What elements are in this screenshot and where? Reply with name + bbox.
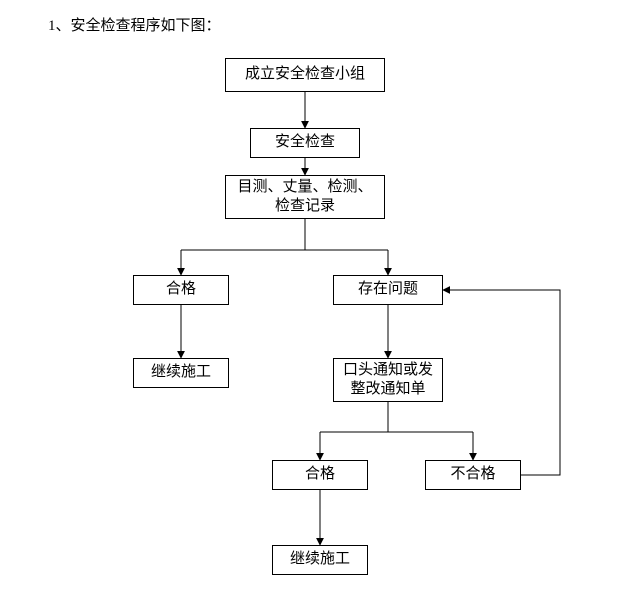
node-continue-1: 继续施工 [133,358,229,388]
edge-e8 [443,290,560,475]
flowchart-page: 1、安全检查程序如下图： 成立安全检查小组 安全检查 目测、丈量、检测、检查记录… [0,0,631,609]
node-qualified-2: 合格 [272,460,368,490]
node-establish-team: 成立安全检查小组 [225,58,385,92]
node-inspection-record: 目测、丈量、检测、检查记录 [225,175,385,219]
node-continue-2: 继续施工 [272,545,368,575]
node-notice: 口头通知或发整改通知单 [333,358,443,402]
node-unqualified: 不合格 [425,460,521,490]
node-has-issue: 存在问题 [333,275,443,305]
node-qualified-1: 合格 [133,275,229,305]
node-safety-check: 安全检查 [250,128,360,158]
page-title: 1、安全检查程序如下图： [48,14,221,35]
